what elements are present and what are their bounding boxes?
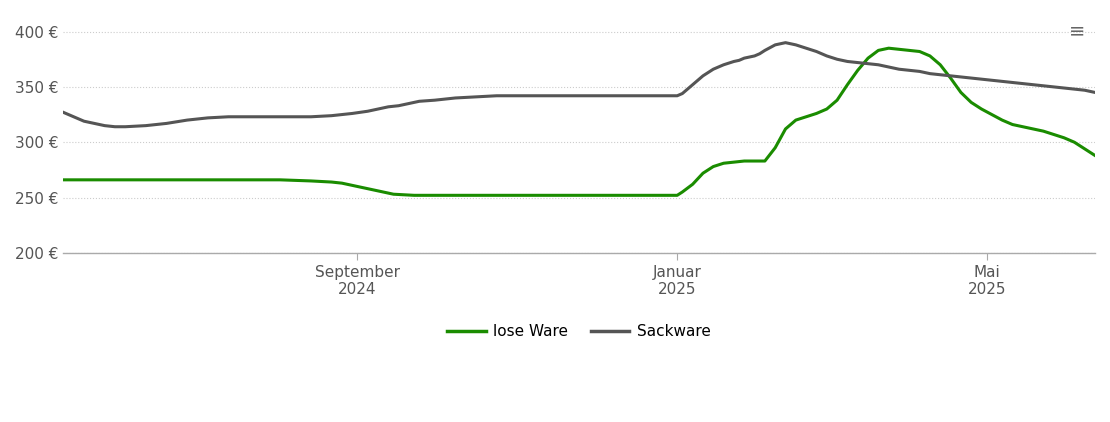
Text: ≡: ≡ <box>1069 21 1086 40</box>
Legend: lose Ware, Sackware: lose Ware, Sackware <box>442 318 717 345</box>
